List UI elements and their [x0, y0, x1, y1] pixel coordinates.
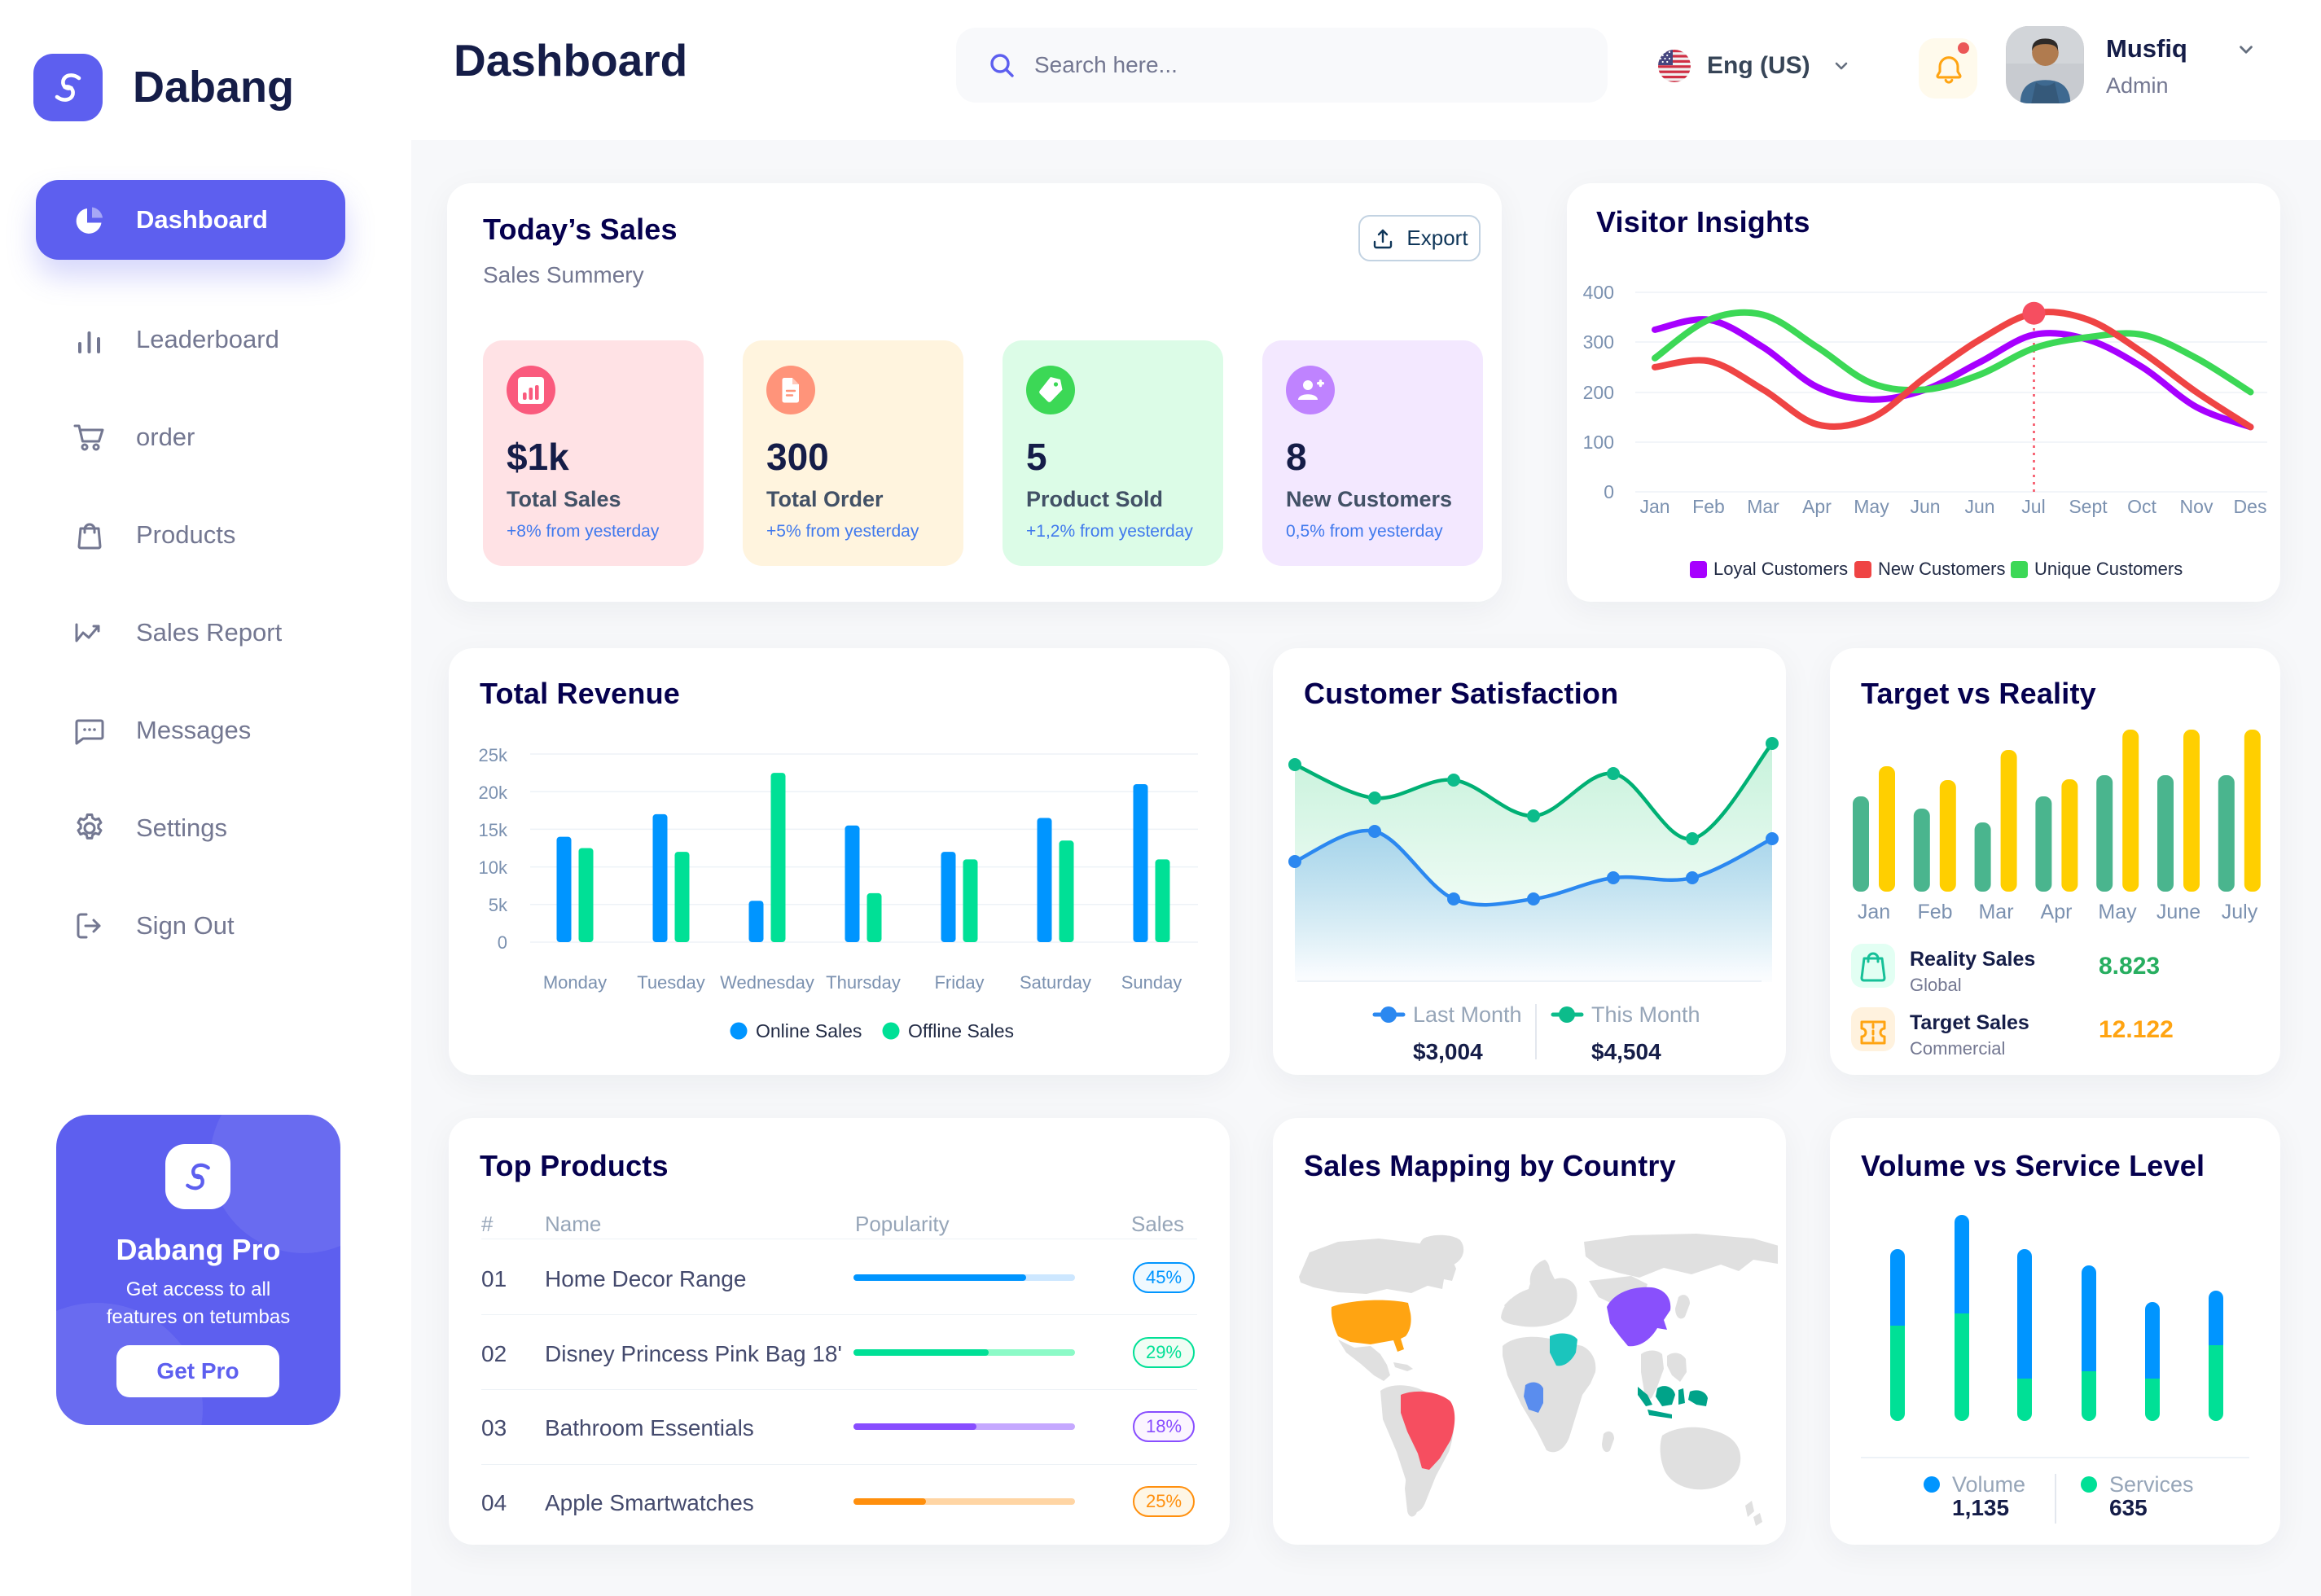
- svg-text:Sept: Sept: [2069, 496, 2108, 517]
- svg-text:Jan: Jan: [1639, 496, 1669, 517]
- svg-text:Jul: Jul: [2021, 496, 2045, 517]
- svg-text:Jan: Jan: [1858, 901, 1890, 923]
- svg-text:Jun: Jun: [1964, 496, 1994, 517]
- svg-text:May: May: [1854, 496, 1889, 517]
- svg-text:635: 635: [2109, 1495, 2148, 1520]
- svg-text:$4,504: $4,504: [1591, 1039, 1661, 1064]
- svg-text:12.122: 12.122: [2099, 1016, 2174, 1043]
- svg-text:0: 0: [1604, 481, 1614, 502]
- svg-text:Feb: Feb: [1692, 496, 1725, 517]
- svg-text:July: July: [2222, 901, 2258, 923]
- svg-text:Target Sales: Target Sales: [1910, 1011, 2029, 1034]
- svg-text:Sunday: Sunday: [1121, 972, 1182, 993]
- svg-text:June: June: [2156, 901, 2200, 923]
- svg-text:Last Month: Last Month: [1413, 1002, 1522, 1027]
- svg-text:0: 0: [498, 932, 507, 953]
- svg-text:Monday: Monday: [543, 972, 607, 993]
- svg-text:Volume: Volume: [1952, 1472, 2025, 1497]
- svg-text:25k: 25k: [479, 745, 508, 765]
- svg-text:Unique Customers: Unique Customers: [2034, 559, 2183, 579]
- svg-text:Mar: Mar: [1978, 901, 2013, 923]
- svg-text:100: 100: [1583, 432, 1614, 453]
- svg-text:Apr: Apr: [2041, 901, 2073, 923]
- svg-text:300: 300: [1583, 331, 1614, 353]
- svg-text:Mar: Mar: [1747, 496, 1779, 517]
- svg-text:5k: 5k: [489, 895, 508, 915]
- svg-text:This Month: This Month: [1591, 1002, 1700, 1027]
- svg-text:Reality Sales: Reality Sales: [1910, 948, 2035, 971]
- svg-text:200: 200: [1583, 382, 1614, 403]
- svg-text:Commercial: Commercial: [1910, 1038, 2005, 1059]
- svg-text:Services: Services: [2109, 1472, 2194, 1497]
- svg-text:Feb: Feb: [1917, 901, 1952, 923]
- svg-text:Offline Sales: Offline Sales: [908, 1020, 1014, 1041]
- svg-text:10k: 10k: [479, 857, 508, 878]
- svg-text:Nov: Nov: [2180, 496, 2214, 517]
- svg-text:Friday: Friday: [934, 972, 984, 993]
- svg-text:$3,004: $3,004: [1413, 1039, 1483, 1064]
- svg-text:Loyal Customers: Loyal Customers: [1713, 559, 1848, 579]
- svg-text:15k: 15k: [479, 820, 508, 840]
- svg-text:Apr: Apr: [1802, 496, 1832, 517]
- svg-text:May: May: [2098, 901, 2137, 923]
- svg-text:Saturday: Saturday: [1020, 972, 1091, 993]
- svg-text:1,135: 1,135: [1952, 1495, 2009, 1520]
- svg-text:New Customers: New Customers: [1878, 559, 2005, 579]
- svg-text:Wednesday: Wednesday: [720, 972, 814, 993]
- svg-text:20k: 20k: [479, 783, 508, 803]
- svg-text:Oct: Oct: [2127, 496, 2156, 517]
- svg-text:Thursday: Thursday: [826, 972, 901, 993]
- svg-text:Global: Global: [1910, 975, 1962, 995]
- svg-text:Des: Des: [2234, 496, 2267, 517]
- svg-text:400: 400: [1583, 282, 1614, 303]
- svg-text:Jun: Jun: [1910, 496, 1940, 517]
- svg-text:8.823: 8.823: [2099, 953, 2160, 980]
- svg-text:Online Sales: Online Sales: [756, 1020, 862, 1041]
- svg-text:Tuesday: Tuesday: [637, 972, 705, 993]
